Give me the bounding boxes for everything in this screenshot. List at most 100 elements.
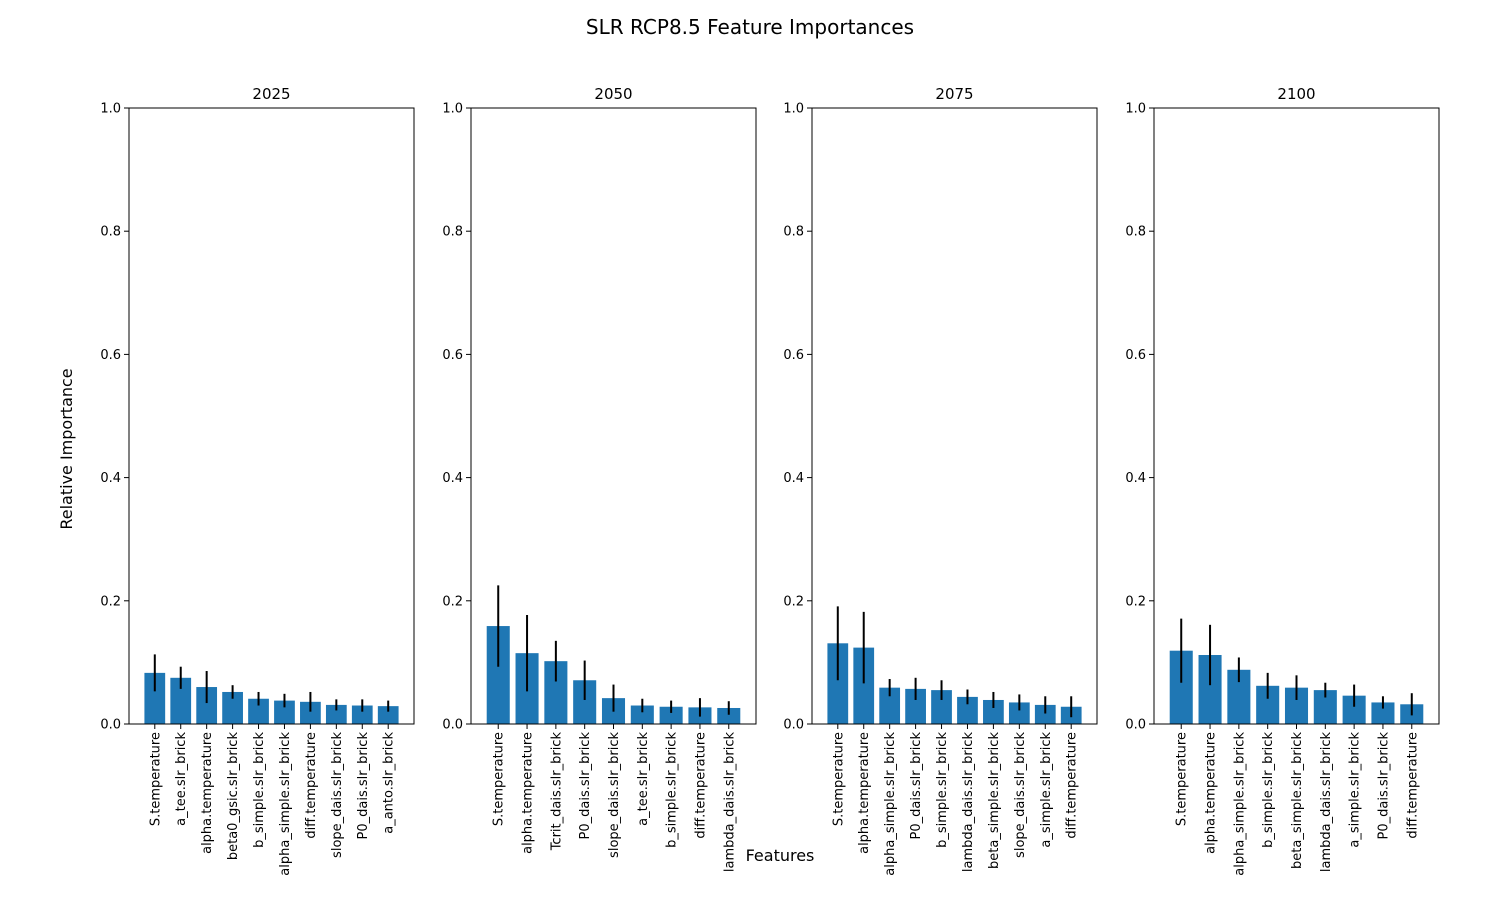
bar	[274, 700, 295, 724]
y-tick-label: 0.0	[1125, 718, 1146, 733]
subplot-panels: 2025 0.0 0.2 0.4 0.6 0.8 1.0 S.temperature a_tee…	[100, 85, 1440, 876]
bar	[630, 705, 654, 724]
bar	[1169, 650, 1193, 724]
bar	[377, 706, 399, 724]
bar	[300, 701, 321, 724]
subplot-title: 2050	[594, 85, 632, 103]
bar	[222, 691, 243, 724]
subplot-2100: 2100 0.0 0.2 0.4 0.6 0.8 1.0 S.temperature alpha…	[1125, 85, 1440, 876]
axes-frame	[128, 107, 415, 725]
x-tick-label: slope_dais.slr_brick	[1013, 732, 1028, 858]
x-tick-label: P0_dais.slr_brick	[578, 732, 593, 840]
x-tick-label: P0_dais.slr_brick	[1376, 732, 1391, 840]
x-tick-label: P0_dais.slr_brick	[909, 732, 924, 840]
x-tick-label: beta_simple.slr_brick	[1290, 732, 1305, 869]
x-tick-label: diff.temperature	[304, 732, 319, 839]
bar	[983, 699, 1004, 724]
bar	[1371, 702, 1395, 724]
figure-title: SLR RCP8.5 Feature Importances	[586, 15, 914, 39]
x-tick-label: beta_simple.slr_brick	[987, 732, 1002, 869]
x-tick-label: slope_dais.slr_brick	[330, 732, 345, 858]
x-tick-label: a_anto.slr_brick	[382, 732, 397, 834]
bar	[1342, 695, 1366, 724]
y-tick-label: 0.0	[783, 718, 804, 733]
y-axis-label: Relative Importance	[57, 368, 76, 529]
y-tick-label: 0.6	[100, 348, 121, 363]
bar	[1227, 669, 1251, 724]
x-tick-label: S.temperature	[148, 732, 163, 826]
y-tick-label: 0.8	[100, 225, 121, 240]
x-tick-label: diff.temperature	[693, 732, 708, 839]
bar	[144, 672, 166, 724]
x-axis-label: Features	[746, 846, 815, 865]
bar	[196, 687, 218, 724]
y-tick-label: 0.6	[783, 348, 804, 363]
x-tick-label: lambda_dais.slr_brick	[722, 732, 737, 873]
subplot-title: 2100	[1277, 85, 1315, 103]
y-tick-label: 0.8	[783, 225, 804, 240]
x-tick-label: lambda_dais.slr_brick	[961, 732, 976, 873]
x-tick-label: P0_dais.slr_brick	[356, 732, 371, 840]
bar	[931, 690, 952, 724]
x-tick-label: b_simple.slr_brick	[252, 732, 267, 848]
y-tick-label: 0.4	[783, 471, 804, 486]
y-tick-label: 0.2	[783, 594, 804, 609]
bar	[248, 698, 269, 724]
bar	[351, 705, 373, 724]
x-tick-label: diff.temperature	[1405, 732, 1420, 839]
subplot-title: 2075	[935, 85, 973, 103]
y-tick-label: 0.2	[442, 594, 463, 609]
x-tick-label: alpha_simple.slr_brick	[1232, 732, 1247, 876]
x-tick-label: S.temperature	[492, 732, 507, 826]
subplot-2050: 2050 0.0 0.2 0.4 0.6 0.8 1.0 S.temperature alpha…	[442, 85, 757, 873]
x-tick-label: alpha.temperature	[1204, 732, 1219, 854]
x-tick-label: beta0_gsic.slr_brick	[226, 732, 241, 861]
bar	[1313, 690, 1337, 724]
bar	[659, 706, 683, 724]
bar	[905, 688, 926, 724]
x-tick-label: alpha.temperature	[857, 732, 872, 854]
subplot-2025: 2025 0.0 0.2 0.4 0.6 0.8 1.0 S.temperature a_tee…	[100, 85, 415, 876]
axes-frame	[1153, 107, 1440, 725]
y-tick-label: 0.0	[100, 718, 121, 733]
bar	[1198, 655, 1222, 724]
y-tick-label: 0.2	[100, 594, 121, 609]
axes-frame	[811, 107, 1098, 725]
bar	[1034, 704, 1056, 724]
bar	[1284, 687, 1309, 724]
y-tick-label: 0.4	[100, 471, 121, 486]
bar	[957, 696, 978, 724]
axes-frame	[470, 107, 757, 725]
x-tick-label: alpha_simple.slr_brick	[883, 732, 898, 876]
bar	[544, 661, 568, 724]
y-tick-label: 0.8	[442, 225, 463, 240]
bar	[573, 680, 597, 724]
y-tick-label: 0.6	[442, 348, 463, 363]
y-tick-label: 0.2	[1125, 594, 1146, 609]
x-tick-label: a_tee.slr_brick	[636, 732, 651, 826]
x-tick-label: Tcrit_dais.slr_brick	[549, 732, 564, 852]
y-tick-label: 0.4	[1125, 471, 1146, 486]
bar	[1256, 685, 1280, 724]
bar	[827, 643, 849, 724]
y-tick-label: 1.0	[1125, 102, 1146, 117]
x-tick-label: a_tee.slr_brick	[174, 732, 189, 826]
bar	[486, 626, 510, 724]
y-tick-label: 0.6	[1125, 348, 1146, 363]
bar	[170, 677, 192, 724]
bar	[1008, 702, 1030, 724]
x-tick-label: diff.temperature	[1065, 732, 1080, 839]
bar	[853, 647, 875, 724]
y-tick-label: 1.0	[100, 102, 121, 117]
bar	[717, 707, 741, 724]
x-tick-label: S.temperature	[1175, 732, 1190, 826]
x-tick-label: alpha.temperature	[521, 732, 536, 854]
x-tick-label: slope_dais.slr_brick	[607, 732, 622, 858]
x-tick-label: alpha.temperature	[200, 732, 215, 854]
y-tick-label: 0.8	[1125, 225, 1146, 240]
y-tick-label: 0.0	[442, 718, 463, 733]
y-tick-label: 1.0	[783, 102, 804, 117]
x-tick-label: alpha_simple.slr_brick	[278, 732, 293, 876]
